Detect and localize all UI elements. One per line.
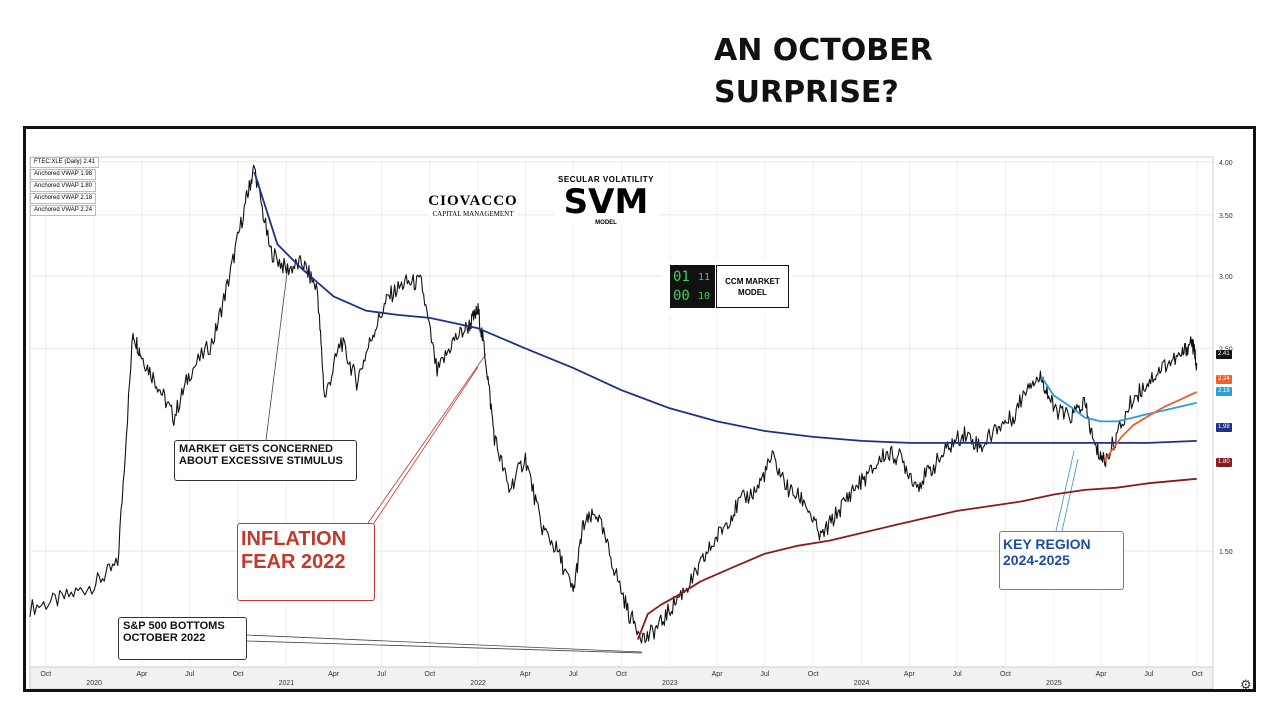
legend-item-vwap-red: Anchored VWAP 1.80 [30, 181, 97, 192]
headline-line-2: SURPRISE? [714, 75, 899, 110]
x-tick-label: Jul [953, 671, 962, 678]
x-tick-label: Oct [40, 671, 51, 678]
y-tick-label: 3.00 [1219, 274, 1233, 281]
ccm-market-model-logo: 01 11 00 10 CCM MARKET MODEL [662, 259, 792, 315]
legend-item-vwap-cyan: Anchored VWAP 2.18 [30, 193, 97, 204]
y-tick-label: 3.50 [1219, 213, 1233, 220]
x-tick-label: 2025 [1046, 680, 1062, 687]
x-tick-label: 2023 [662, 680, 678, 687]
red-vwap-value-label: 1.80 [1216, 458, 1232, 467]
stimulus-pointer-line [265, 264, 289, 441]
sp500-bottom-annotation: S&P 500 BOTTOMS OCTOBER 2022 [118, 617, 247, 660]
x-tick-label: Apr [136, 671, 148, 678]
x-tick-label: 2024 [854, 680, 870, 687]
x-tick-label: Jul [760, 671, 769, 678]
legend-item-price: FTEC:XLE (Daily) 2.41 [30, 157, 100, 168]
headline-line-1: AN OCTOBER [714, 33, 933, 68]
stimulus-annotation: MARKET GETS CONCERNED ABOUT EXCESSIVE ST… [174, 440, 357, 481]
x-tick-label: Oct [424, 671, 435, 678]
x-tick-label: Oct [616, 671, 627, 678]
price-chart: 4.00 3.50 3.00 2.50 1.50 Oct 2020 Apr Jul Oct 2021… [29, 156, 1233, 689]
price-value-label: 2.41 [1216, 350, 1232, 359]
x-tick-label: Apr [328, 671, 340, 678]
inflation-fear-annotation: INFLATION FEAR 2022 [237, 523, 375, 601]
x-tick-label: Oct [808, 671, 819, 678]
x-tick-label: 2020 [86, 680, 102, 687]
inflation-pointer-line-2 [373, 366, 479, 524]
x-tick-label: Apr [904, 671, 916, 678]
vwap-navy-line [253, 171, 1197, 444]
sp500-pointer-line-2 [246, 640, 643, 654]
x-tick-label: Oct [1000, 671, 1011, 678]
sp500-pointer-line-1 [246, 634, 643, 653]
vwap-orange-line [1104, 391, 1198, 462]
legend-item-vwap-navy: Anchored VWAP 1.98 [30, 169, 97, 180]
y-tick-label: 2.50 [1219, 346, 1233, 353]
inflation-pointer-line-1 [367, 353, 487, 524]
x-tick-label: Oct [233, 671, 244, 678]
x-tick-label: Jul [185, 671, 194, 678]
x-tick-label: Jul [569, 671, 578, 678]
x-tick-label: Jul [1144, 671, 1153, 678]
x-tick-label: Apr [1096, 671, 1108, 678]
navy-vwap-value-label: 1.98 [1216, 423, 1232, 432]
price-series-line [29, 164, 1198, 644]
headline: AN OCTOBER SURPRISE? [714, 30, 933, 114]
x-tick-label: Apr [520, 671, 532, 678]
vwap-red-line [636, 477, 1197, 640]
y-tick-label: 1.50 [1219, 549, 1233, 556]
legend-item-vwap-orange: Anchored VWAP 2.24 [30, 205, 97, 216]
cyan-vwap-value-label: 2.18 [1216, 387, 1232, 396]
y-tick-label: 4.00 [1219, 160, 1233, 167]
svm-logo: SECULAR VOLATILITY SVM MODEL [554, 175, 658, 226]
key-region-pointer-line-2 [1061, 458, 1079, 532]
x-tick-label: 2022 [470, 680, 486, 687]
ciovacco-logo: CIOVACCO CAPITAL MANAGEMENT [428, 193, 518, 218]
x-tick-label: Jul [377, 671, 386, 678]
x-tick-label: Apr [712, 671, 724, 678]
x-tick-label: 2021 [279, 680, 295, 687]
key-region-annotation: KEY REGION 2024-2025 [999, 531, 1124, 590]
key-region-pointer-line-1 [1055, 450, 1075, 532]
gear-icon[interactable]: ⚙ [1240, 677, 1252, 692]
chart-frame: 4.00 3.50 3.00 2.50 1.50 Oct 2020 Apr Jul Oct 2021… [23, 126, 1256, 692]
binary-digits-icon: 01 11 00 10 [670, 265, 715, 308]
x-tick-label: Oct [1192, 671, 1203, 678]
orange-vwap-value-label: 2.24 [1216, 375, 1232, 384]
